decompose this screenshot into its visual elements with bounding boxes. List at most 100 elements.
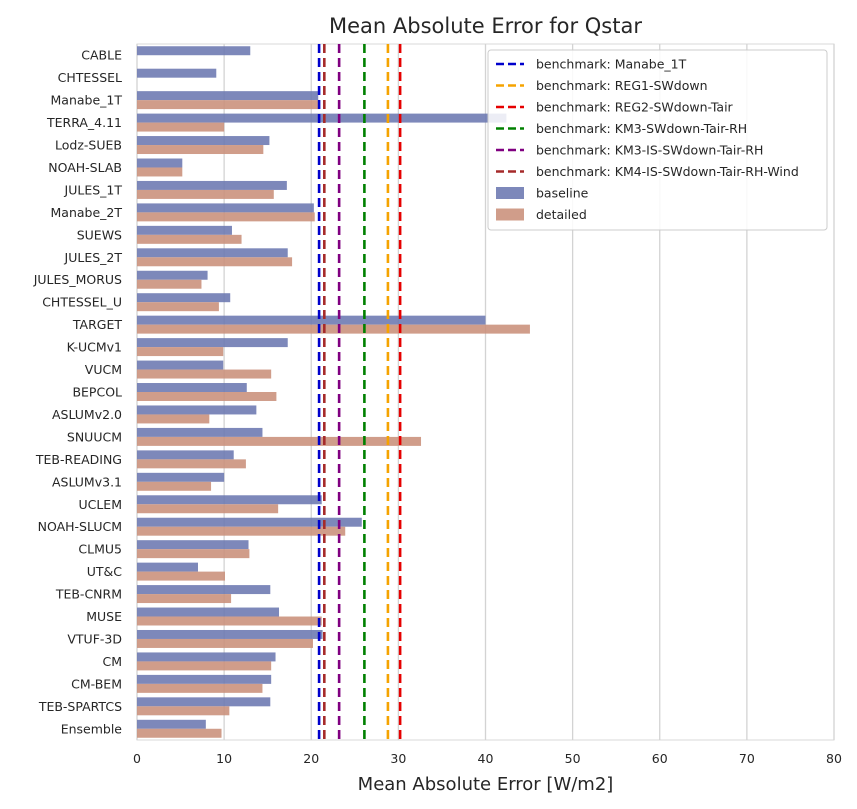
bar-baseline-clmu5 (137, 540, 249, 550)
bar-baseline-bepcol (137, 383, 247, 392)
bar-baseline-noah-slab (137, 158, 183, 168)
y-tick-label-suews: SUEWS (77, 227, 122, 242)
bar-detailed-teb-reading (137, 459, 246, 469)
legend-swatch-detailed (496, 208, 524, 221)
y-tick-label-manabe-1t: Manabe_1T (51, 93, 123, 108)
y-tick-label-manabe-2t: Manabe_2T (51, 205, 123, 220)
y-tick-label-cm: CM (102, 654, 122, 669)
bar-detailed-aslumv3-1 (137, 481, 212, 491)
bar-detailed-vucm (137, 369, 272, 379)
y-tick-label-jules-1t: JULES_1T (64, 182, 123, 197)
legend-label-baseline: baseline (536, 186, 589, 201)
bar-detailed-teb-spartcs (137, 706, 230, 716)
legend-label-benchmark-km3-is-swdown-tair-rh: benchmark: KM3-IS-SWdown-Tair-RH (536, 143, 763, 158)
y-tick-label-target: TARGET (72, 317, 122, 332)
legend-label-benchmark-reg1-swdown: benchmark: REG1-SWdown (536, 78, 708, 93)
y-tick-label-terra-4-11: TERRA_4.11 (46, 115, 122, 130)
x-tick-label-0: 0 (133, 751, 141, 766)
bar-baseline-k-ucmv1 (137, 338, 288, 348)
bar-baseline-target (137, 315, 486, 325)
bar-baseline-jules-2t (137, 248, 288, 258)
y-tick-label-cable: CABLE (81, 48, 122, 63)
y-tick-label-lodz-sueb: Lodz-SUEB (55, 138, 122, 153)
bar-detailed-lodz-sueb (137, 145, 264, 155)
bar-baseline-cable (137, 46, 251, 56)
bar-baseline-noah-slucm (137, 517, 362, 527)
bar-baseline-vtuf-3d (137, 629, 323, 639)
benchmark-lines (317, 44, 402, 740)
y-tick-label-vucm: VUCM (85, 362, 122, 377)
bar-baseline-teb-spartcs (137, 697, 271, 707)
bar-baseline-ensemble (137, 719, 206, 729)
bar-baseline-cm (137, 652, 276, 662)
bar-detailed-cm-bem (137, 683, 263, 693)
bar-detailed-cm (137, 661, 272, 671)
bar-detailed-ut-c (137, 571, 225, 581)
bar-detailed-target (137, 324, 530, 334)
bar-detailed-jules-2t (137, 257, 293, 267)
y-tick-label-chtessel: CHTESSEL (58, 70, 122, 85)
bar-detailed-manabe-1t (137, 100, 320, 110)
bar-baseline-uclem (137, 495, 322, 505)
bar-baseline-lodz-sueb (137, 136, 270, 146)
x-tick-label-10: 10 (216, 751, 232, 766)
y-tick-label-jules-2t: JULES_2T (64, 250, 123, 265)
x-tick-label-60: 60 (652, 751, 668, 766)
bar-baseline-manabe-1t (137, 91, 319, 101)
y-tick-label-clmu5: CLMU5 (78, 542, 122, 557)
bar-baseline-ut-c (137, 562, 198, 572)
bar-detailed-clmu5 (137, 549, 250, 559)
bar-baseline-chtessel (137, 68, 217, 78)
bar-detailed-snuucm (137, 436, 422, 446)
x-axis-label: Mean Absolute Error [W/m2] (358, 774, 614, 795)
bar-detailed-jules-1t (137, 189, 274, 199)
bar-baseline-teb-reading (137, 450, 234, 460)
bar-detailed-bepcol (137, 392, 277, 401)
legend-box (487, 49, 828, 231)
legend-label-benchmark-km3-swdown-tair-rh: benchmark: KM3-SWdown-Tair-RH (536, 121, 747, 136)
bar-detailed-vtuf-3d (137, 638, 313, 648)
bars (137, 46, 530, 738)
bar-baseline-terra-4-11 (137, 113, 507, 123)
y-tick-label-ut-c: UT&C (87, 564, 123, 579)
legend-label-benchmark-manabe-1t: benchmark: Manabe_1T (536, 57, 687, 72)
legend-label-detailed: detailed (536, 207, 587, 222)
y-tick-label-jules-morus: JULES_MORUS (33, 272, 122, 287)
legend-swatch-baseline (496, 187, 524, 199)
y-tick-label-vtuf-3d: VTUF-3D (67, 631, 122, 646)
bar-detailed-aslumv2-0 (137, 414, 210, 424)
y-tick-label-k-ucmv1: K-UCMv1 (67, 340, 122, 355)
y-tick-label-teb-spartcs: TEB-SPARTCS (38, 699, 122, 714)
y-tick-label-teb-reading: TEB-READING (35, 452, 122, 467)
bar-baseline-muse (137, 607, 280, 617)
y-tick-label-noah-slab: NOAH-SLAB (48, 160, 122, 175)
bar-detailed-jules-morus (137, 279, 202, 289)
x-axis-ticks: 0 10 20 30 40 50 60 70 80 (133, 751, 842, 766)
bar-detailed-ensemble (137, 728, 222, 738)
bar-baseline-aslumv2-0 (137, 405, 257, 415)
bar-baseline-jules-1t (137, 180, 287, 190)
y-tick-label-uclem: UCLEM (78, 497, 122, 512)
y-tick-label-bepcol: BEPCOL (72, 385, 122, 400)
y-axis-ticks: CABLE CHTESSEL Manabe_1T TERRA_4.11 Lodz-SUE… (33, 48, 123, 737)
bar-detailed-noah-slab (137, 167, 183, 177)
bar-baseline-suews (137, 225, 232, 235)
x-tick-label-20: 20 (303, 751, 319, 766)
y-tick-label-teb-cnrm: TEB-CNRM (55, 587, 122, 602)
bar-baseline-cm-bem (137, 674, 272, 684)
y-tick-label-chtessel-u: CHTESSEL_U (42, 295, 122, 310)
bar-baseline-teb-cnrm (137, 585, 271, 595)
bar-baseline-snuucm (137, 427, 263, 437)
bar-detailed-muse (137, 616, 322, 626)
x-tick-label-80: 80 (826, 751, 842, 766)
y-tick-label-muse: MUSE (86, 609, 122, 624)
bar-detailed-teb-cnrm (137, 594, 232, 604)
legend: benchmark: Manabe_1T benchmark: REG1-SWdo… (487, 49, 828, 231)
x-tick-label-50: 50 (565, 751, 581, 766)
bar-baseline-aslumv3-1 (137, 472, 225, 482)
y-tick-label-aslumv3-1: ASLUMv3.1 (52, 474, 122, 489)
bar-detailed-chtessel-u (137, 302, 219, 312)
bar-baseline-manabe-2t (137, 203, 314, 213)
bar-detailed-k-ucmv1 (137, 347, 224, 357)
